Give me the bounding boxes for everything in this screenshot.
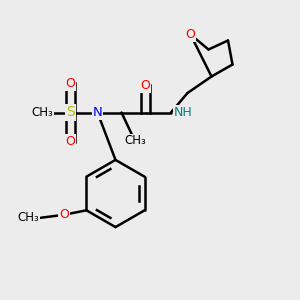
Text: CH₃: CH₃ xyxy=(31,106,53,119)
Text: O: O xyxy=(59,208,69,221)
Text: CH₃: CH₃ xyxy=(124,134,146,148)
Text: CH₃: CH₃ xyxy=(17,211,39,224)
Text: N: N xyxy=(93,106,102,119)
Text: O: O xyxy=(66,135,75,148)
Text: O: O xyxy=(186,28,195,41)
Text: O: O xyxy=(66,77,75,90)
Text: O: O xyxy=(141,79,150,92)
Text: NH: NH xyxy=(174,106,193,119)
Text: S: S xyxy=(66,106,75,119)
